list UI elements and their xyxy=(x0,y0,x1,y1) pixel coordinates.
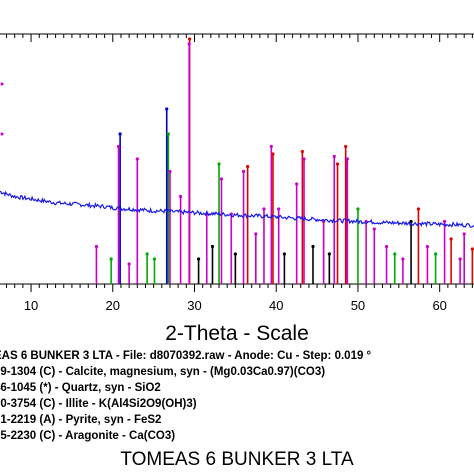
x-tick-label: 20 xyxy=(106,298,120,310)
peak-marker xyxy=(196,257,201,261)
peak-marker xyxy=(425,244,430,249)
peak-marker xyxy=(345,157,349,161)
peak-marker xyxy=(254,232,258,236)
peak-marker xyxy=(168,169,172,174)
peak-marker xyxy=(241,169,246,174)
peak-marker xyxy=(300,149,304,154)
chart-title: TOMEAS 6 BUNKER 3 LTA xyxy=(120,449,354,470)
measured-pattern-line xyxy=(0,190,474,228)
peak-marker xyxy=(166,132,170,136)
peak-marker xyxy=(219,177,224,181)
legend-entry-calcite: 89-1304 (C) - Calcite, magnesium, syn - … xyxy=(0,366,326,378)
peak-marker xyxy=(302,157,306,161)
peak-marker xyxy=(135,157,139,161)
peak-marker xyxy=(327,252,331,256)
x-tick-label: 50 xyxy=(351,298,365,310)
peak-marker xyxy=(470,247,474,251)
peak-marker xyxy=(271,152,275,156)
peak-marker xyxy=(332,154,336,159)
peak-marker xyxy=(277,207,281,211)
peak-marker xyxy=(458,257,462,261)
peak-marker xyxy=(233,252,237,256)
peak-marker xyxy=(118,132,122,136)
x-tick-label: 60 xyxy=(432,298,446,310)
legend-entry-quartz: 46-1045 (*) - Quartz, syn - SiO2 xyxy=(0,382,161,394)
peak-marker xyxy=(152,257,157,261)
legend-entry-pyrite: 71-2219 (A) - Pyrite, syn - FeS2 xyxy=(0,414,162,426)
peak-marker xyxy=(335,162,340,166)
peak-marker xyxy=(188,37,192,41)
peak-marker xyxy=(246,164,250,169)
peak-marker xyxy=(416,207,421,211)
edge-marker xyxy=(0,82,4,86)
edge-marker xyxy=(0,132,4,136)
x-tick-label: 30 xyxy=(187,298,201,310)
x-tick-label: 40 xyxy=(269,298,283,310)
peak-marker xyxy=(94,244,99,249)
peak-marker xyxy=(165,107,169,111)
peak-marker xyxy=(217,162,221,166)
legend-entry-aragonite: 75-2230 (C) - Aragonite - Ca(CO3) xyxy=(0,430,176,442)
peak-marker xyxy=(401,257,405,261)
xrd-plot: 10 20 30 40 50 60 xyxy=(0,33,474,310)
peak-marker xyxy=(372,227,376,231)
peak-marker xyxy=(295,182,299,186)
x-tick-label: 10 xyxy=(24,298,38,310)
peak-marker xyxy=(356,207,360,211)
legend-entry-illite: 70-3754 (C) - Illite - K(Al4Si2O9(OH)3) xyxy=(0,398,197,410)
peak-marker xyxy=(116,144,121,149)
peak-marker xyxy=(311,244,315,249)
peak-marker xyxy=(282,252,286,256)
peak-marker xyxy=(344,144,348,149)
peak-marker xyxy=(127,262,131,266)
peak-marker xyxy=(269,144,273,149)
peak-marker xyxy=(442,219,447,224)
peak-marker xyxy=(109,257,113,261)
peak-marker xyxy=(409,219,413,224)
peak-marker xyxy=(462,232,466,236)
peak-marker xyxy=(433,252,438,256)
peak-marker xyxy=(210,244,215,249)
legend-entry-measurement: EAS 6 BUNKER 3 LTA - File: d8070392.raw … xyxy=(0,350,372,362)
x-axis-label: 2-Theta - Scale xyxy=(165,322,309,345)
peak-marker xyxy=(393,252,397,256)
peak-marker xyxy=(179,194,183,199)
peak-marker xyxy=(262,207,266,211)
peak-marker xyxy=(187,42,191,46)
peak-marker xyxy=(384,244,389,249)
peak-marker xyxy=(145,252,149,256)
peak-marker xyxy=(449,237,453,241)
